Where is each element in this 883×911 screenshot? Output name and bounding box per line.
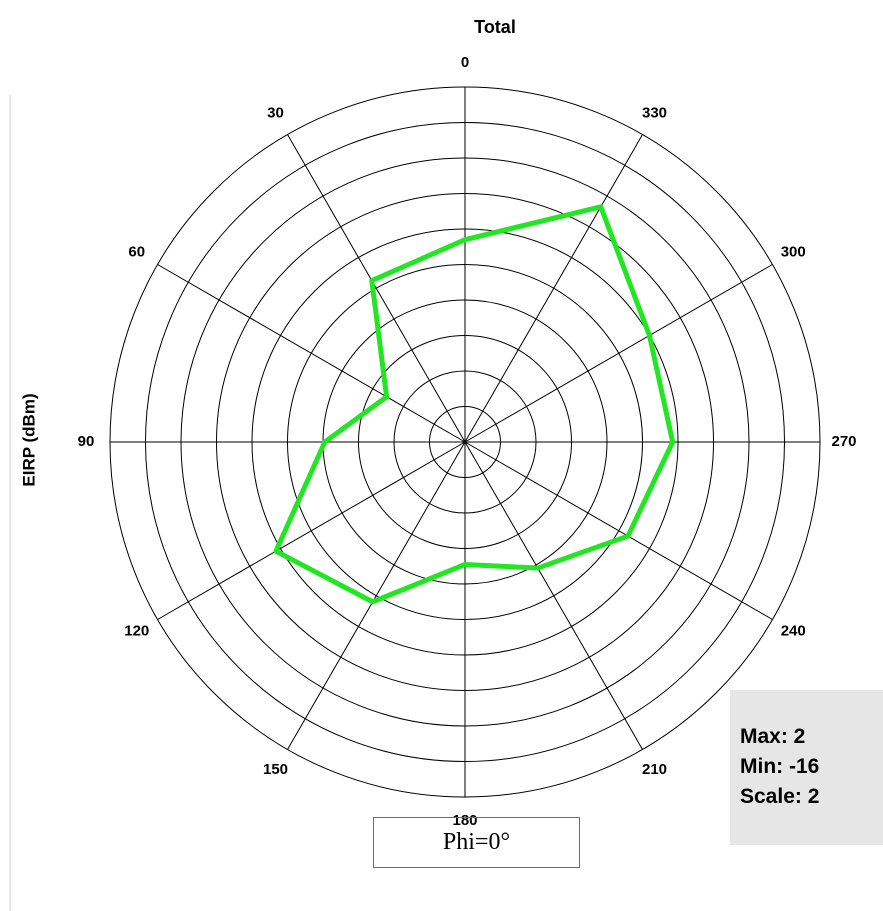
angle-label: 150	[263, 761, 288, 778]
stat: Min: -16	[740, 755, 820, 778]
angle-label: 120	[124, 622, 149, 639]
series-line	[273, 204, 676, 605]
grid-spoke	[464, 134, 643, 443]
stat: Max: 2	[740, 725, 806, 748]
grid-spoke	[287, 441, 466, 750]
stat: Scale: 2	[740, 785, 820, 808]
grid-spoke	[157, 441, 466, 620]
subtitle-box: Phi=0°	[373, 817, 580, 868]
y-axis-label: EIRP (dBm)	[19, 393, 38, 486]
angle-label: 210	[642, 761, 667, 778]
angle-label: 30	[267, 105, 284, 122]
grid-spoke	[464, 441, 643, 750]
stats-box: Max: 2 Min: -16 Scale: 2	[730, 690, 883, 845]
angle-label: 330	[642, 105, 667, 122]
angle-label: 90	[78, 433, 95, 450]
grid-spoke	[287, 134, 466, 443]
grid-spoke	[464, 441, 773, 620]
angle-label: 240	[781, 622, 806, 639]
angle-label: 0	[461, 54, 469, 71]
subtitle: Phi=0°	[442, 829, 511, 855]
grid-spoke	[157, 264, 466, 443]
angle-label: 60	[128, 243, 145, 260]
angle-label: 300	[781, 243, 806, 260]
chart-title: Total	[474, 17, 516, 37]
angle-label: 270	[831, 433, 856, 450]
angle-label: 180	[452, 812, 477, 829]
grid-spoke	[464, 264, 773, 443]
